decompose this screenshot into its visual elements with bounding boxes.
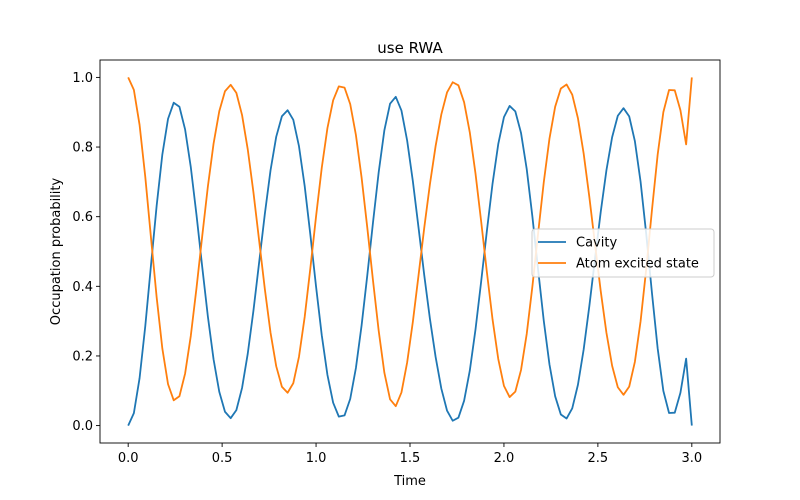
plot-area: 0.0 0.5 1.0 1.5 2.0 2.5 3.0 0.0 0.2 0.4 0.6 0.8 1.0 [72, 59, 721, 466]
x-tick-label: 3.0 [681, 451, 702, 466]
legend-label-2: Atom excited state [576, 257, 699, 272]
y-tick-label: 0.4 [72, 280, 93, 295]
x-tick-label: 2.0 [494, 451, 515, 466]
legend: Cavity Atom excited state [531, 228, 715, 278]
chart-title: use RWA [377, 39, 443, 57]
y-tick-label: 0.0 [72, 419, 93, 434]
y-tick-label: 0.2 [72, 349, 93, 364]
x-tick-label: 2.5 [588, 451, 609, 466]
y-tick-label: 1.0 [72, 71, 93, 86]
x-tick-label: 0.0 [118, 451, 139, 466]
legend-box [531, 228, 715, 278]
y-tick-label: 0.8 [72, 141, 93, 156]
legend-label-1: Cavity [576, 236, 617, 251]
x-tick-label: 0.5 [212, 451, 233, 466]
y-tick-label: 0.6 [72, 210, 93, 225]
x-tick-label: 1.0 [306, 451, 327, 466]
x-axis-label: Time [393, 474, 426, 489]
y-axis-label: Occupation probability [49, 178, 64, 326]
x-tick-label: 1.5 [400, 451, 421, 466]
